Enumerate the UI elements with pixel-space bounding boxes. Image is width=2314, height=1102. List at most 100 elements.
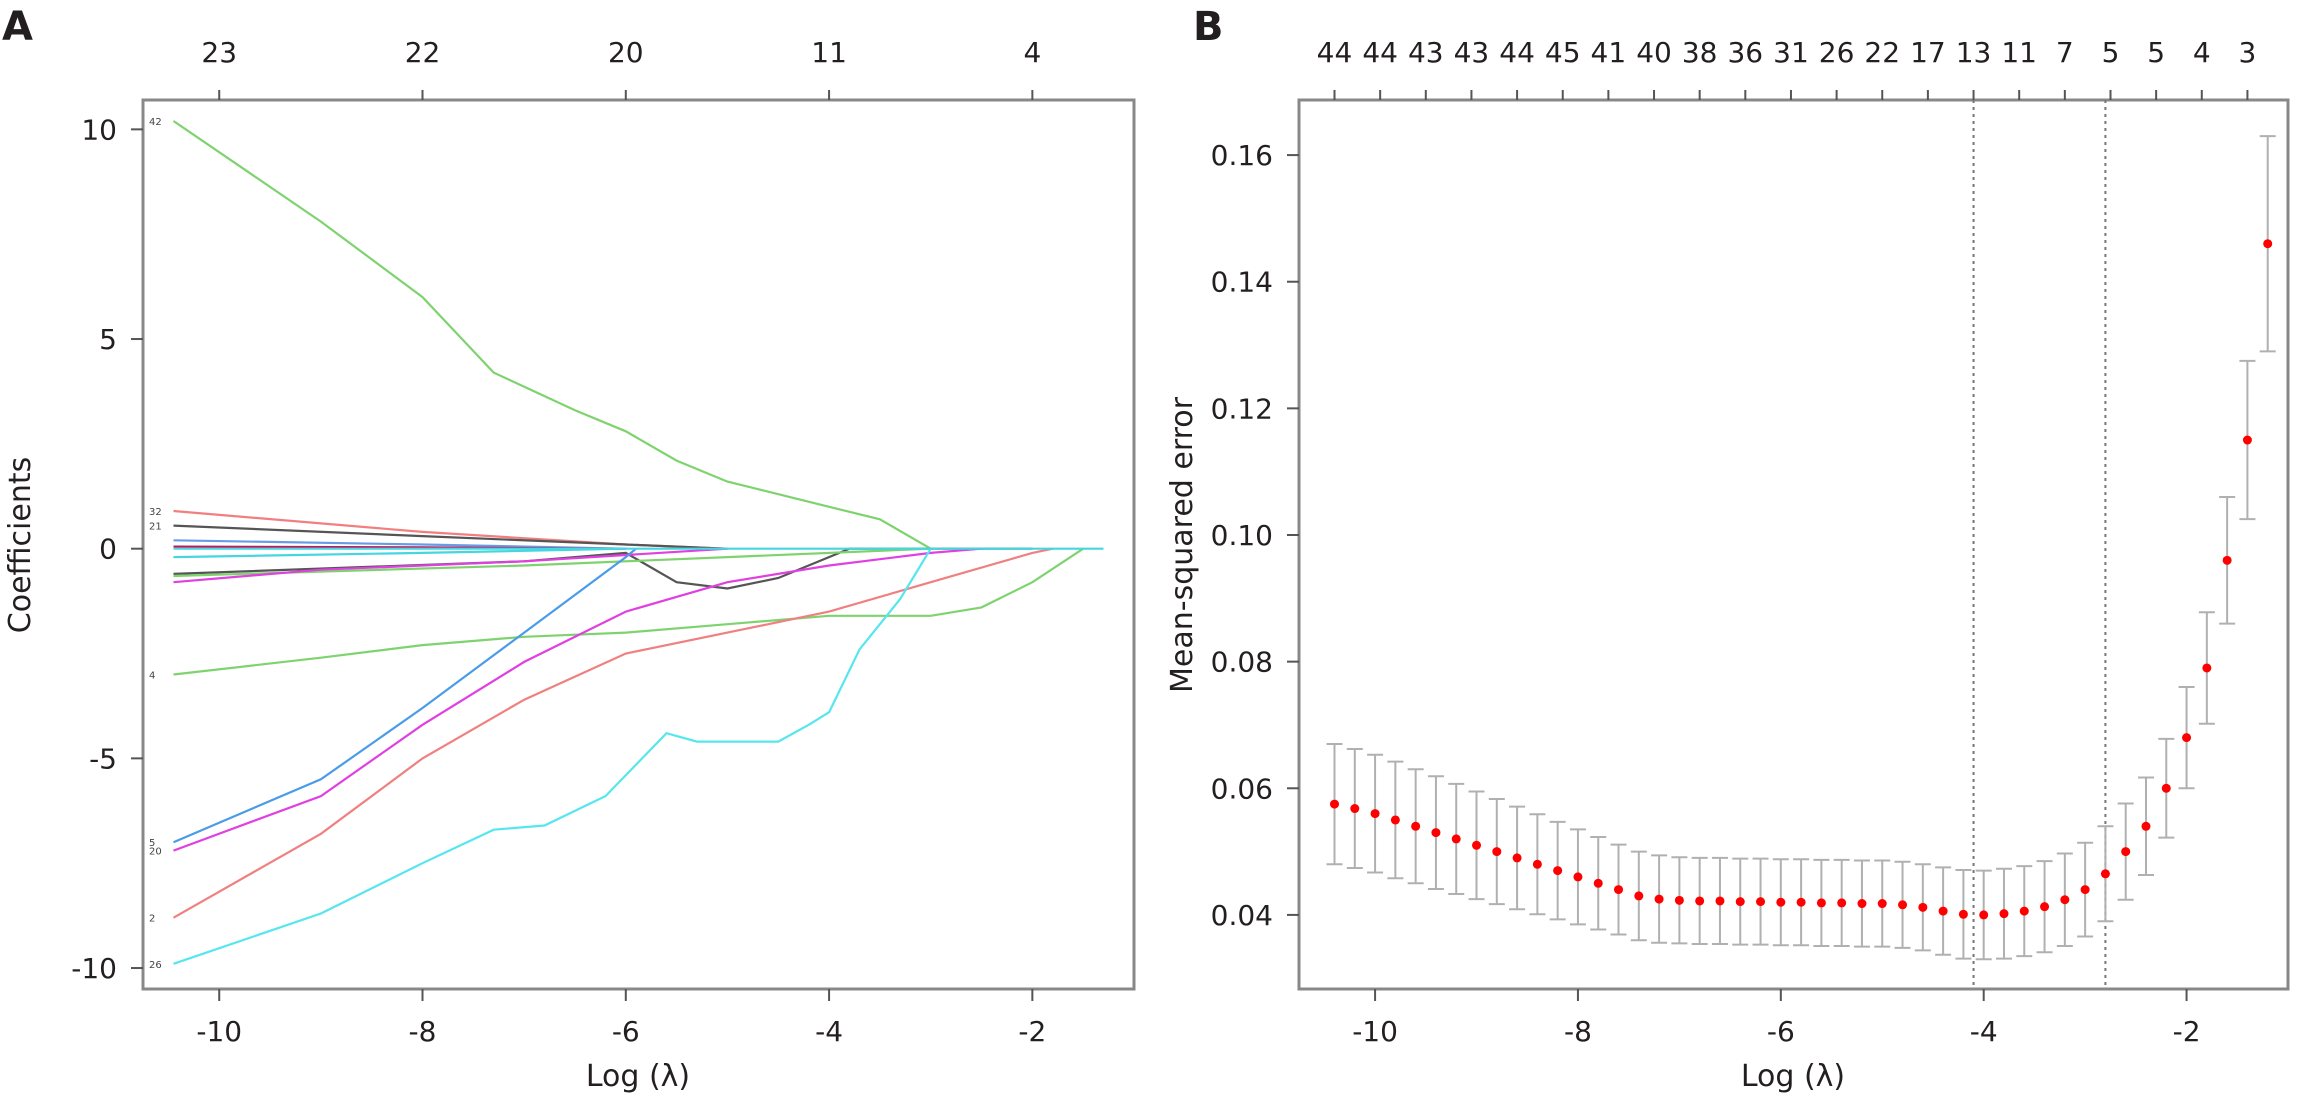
path-label: 21 bbox=[149, 522, 162, 533]
y-tick-label: 0.12 bbox=[1211, 392, 1273, 425]
plot-a-ylabel: Coefficients bbox=[3, 457, 38, 633]
top-tick-label: 20 bbox=[608, 36, 644, 69]
x-tick-label: -8 bbox=[1564, 1015, 1592, 1048]
mse-point bbox=[2222, 555, 2232, 565]
top-tick-label: 43 bbox=[1408, 36, 1444, 69]
mse-point bbox=[1390, 815, 1400, 825]
coef-path-4 bbox=[173, 547, 1084, 676]
mse-point bbox=[1532, 859, 1542, 869]
top-tick-label: 7 bbox=[2056, 36, 2074, 69]
mse-point bbox=[2019, 906, 2029, 916]
mse-point bbox=[1593, 878, 1603, 888]
y-tick-label: 0.16 bbox=[1211, 139, 1273, 172]
path-label: 4 bbox=[149, 670, 155, 681]
mse-point bbox=[1756, 897, 1766, 907]
mse-point bbox=[1735, 897, 1745, 907]
x-tick-label: -6 bbox=[612, 1015, 640, 1048]
mse-point bbox=[1958, 909, 1968, 919]
mse-point bbox=[1634, 891, 1644, 901]
mse-point bbox=[1695, 896, 1705, 906]
top-tick-label: 11 bbox=[811, 36, 847, 69]
mse-point bbox=[1857, 899, 1867, 909]
mse-point bbox=[1573, 872, 1583, 882]
mse-point bbox=[1816, 898, 1826, 908]
plot-frame bbox=[141, 98, 1136, 991]
x-tick-label: -10 bbox=[196, 1015, 242, 1048]
y-tick-label: 0.04 bbox=[1211, 899, 1273, 932]
top-tick-label: 4 bbox=[2193, 36, 2211, 69]
top-tick-label: 3 bbox=[2239, 36, 2257, 69]
mse-point bbox=[1411, 821, 1421, 831]
mse-point bbox=[1614, 885, 1624, 895]
panel-b-label: B bbox=[1193, 4, 1224, 50]
coef-path-var bbox=[173, 547, 931, 578]
x-tick-label: -2 bbox=[1018, 1015, 1046, 1048]
mse-point bbox=[1451, 834, 1461, 844]
y-tick-label: -5 bbox=[89, 742, 117, 775]
mse-point bbox=[1837, 898, 1847, 908]
top-tick-label: 43 bbox=[1454, 36, 1490, 69]
mse-point bbox=[1979, 910, 1989, 920]
top-tick-label: 23 bbox=[201, 36, 237, 69]
mse-point bbox=[1877, 899, 1887, 909]
path-label: 2 bbox=[149, 914, 155, 925]
mse-point bbox=[1472, 840, 1482, 850]
top-tick-label: 41 bbox=[1591, 36, 1627, 69]
mse-point bbox=[2141, 821, 2151, 831]
mse-point bbox=[2040, 902, 2050, 912]
mse-point bbox=[1898, 900, 1908, 910]
x-tick-label: -10 bbox=[1352, 1015, 1398, 1048]
mse-point bbox=[2202, 663, 2212, 673]
top-tick-label: 17 bbox=[1910, 36, 1946, 69]
mse-point bbox=[2161, 783, 2171, 793]
top-tick-label: 13 bbox=[1956, 36, 1992, 69]
mse-point bbox=[1938, 906, 1948, 916]
y-tick-label: 10 bbox=[81, 113, 117, 146]
mse-point bbox=[1350, 804, 1360, 814]
y-tick-label: 0.08 bbox=[1211, 646, 1273, 679]
top-tick-label: 5 bbox=[2102, 36, 2120, 69]
mse-point bbox=[2060, 895, 2070, 905]
coef-path-5 bbox=[173, 547, 637, 844]
top-tick-label: 38 bbox=[1682, 36, 1718, 69]
cv-mse-plot: -10 -8 -6 -4 -2 0.04 0.06 0.08 0.10 0.12 0.14 0.16 4… bbox=[1211, 36, 2290, 1048]
path-label: 20 bbox=[149, 847, 162, 858]
mse-point bbox=[1918, 902, 1928, 912]
mse-point bbox=[2182, 733, 2192, 743]
coef-path-2 bbox=[172, 547, 1053, 919]
mse-point bbox=[2080, 885, 2090, 895]
coef-path-42 bbox=[172, 120, 932, 550]
coef-path-21 bbox=[173, 524, 728, 550]
plot-a-xlabel: Log (λ) bbox=[586, 1059, 690, 1094]
top-tick-label: 36 bbox=[1727, 36, 1763, 69]
plot-frame bbox=[1297, 98, 2290, 991]
path-label: 26 bbox=[149, 960, 162, 971]
mse-point bbox=[1999, 909, 2009, 919]
y-tick-label: 0 bbox=[99, 533, 117, 566]
top-tick-label: 31 bbox=[1773, 36, 1809, 69]
mse-point bbox=[2100, 869, 2110, 879]
plot-b-ylabel: Mean-squared error bbox=[1165, 396, 1200, 693]
mse-point bbox=[1776, 897, 1786, 907]
top-tick-label: 44 bbox=[1317, 36, 1353, 69]
mse-point bbox=[2242, 435, 2252, 445]
mse-point bbox=[1370, 809, 1380, 819]
panel-a-label: A bbox=[2, 4, 33, 50]
mse-point bbox=[1512, 853, 1522, 863]
y-tick-label: 0.14 bbox=[1211, 266, 1273, 299]
top-tick-label: 26 bbox=[1819, 36, 1855, 69]
path-label: 42 bbox=[149, 117, 162, 128]
mse-point bbox=[2121, 847, 2131, 857]
top-tick-label: 5 bbox=[2147, 36, 2165, 69]
x-tick-label: -4 bbox=[1970, 1015, 1998, 1048]
top-tick-label: 4 bbox=[1023, 36, 1041, 69]
mse-point bbox=[1431, 828, 1441, 838]
coef-path-26 bbox=[173, 548, 932, 965]
x-tick-label: -4 bbox=[815, 1015, 843, 1048]
y-tick-label: 0.10 bbox=[1211, 519, 1273, 552]
mse-point bbox=[2263, 239, 2273, 249]
y-tick-label: 0.06 bbox=[1211, 772, 1273, 805]
x-tick-label: -8 bbox=[409, 1015, 437, 1048]
mse-point bbox=[1553, 866, 1563, 876]
